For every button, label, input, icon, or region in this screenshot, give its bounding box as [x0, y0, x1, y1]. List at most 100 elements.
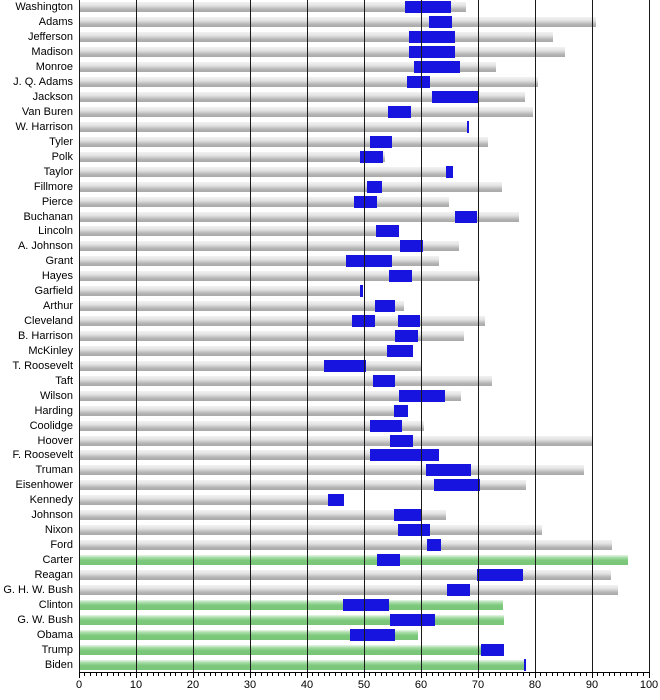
minor-tick [221, 673, 222, 676]
major-tick [591, 673, 593, 678]
axis-tick-label: 100 [639, 679, 659, 691]
minor-tick [488, 673, 490, 676]
minor-tick [323, 673, 325, 676]
president-label: Ford [50, 539, 73, 552]
term-in-office-segment [399, 389, 445, 402]
minor-tick [551, 673, 553, 676]
major-tick [648, 673, 650, 678]
lifespan-bar [79, 301, 405, 312]
president-label: Johnson [31, 509, 73, 522]
minor-tick [95, 673, 97, 676]
president-label: Reagan [34, 568, 73, 581]
term-in-office-segment [395, 330, 419, 342]
minor-tick [580, 673, 582, 676]
gridline [363, 0, 365, 672]
president-label: Pierce [41, 195, 73, 208]
living-age-bar [79, 629, 419, 640]
minor-tick [437, 673, 439, 676]
term-in-office-segment [369, 135, 393, 148]
term-in-office-segment [346, 255, 392, 268]
president-label: Jackson [32, 91, 73, 104]
term-in-office-segment [394, 404, 409, 417]
president-label: Obama [36, 628, 73, 641]
term-in-office-segment [377, 554, 400, 566]
term-in-office-segment [524, 658, 527, 671]
minor-tick [278, 673, 279, 676]
minor-tick [563, 673, 564, 676]
term-in-office-segment [454, 210, 478, 223]
term-in-office-segment [352, 315, 375, 328]
minor-tick [272, 673, 274, 676]
minor-tick [506, 673, 507, 676]
president-label: W. Harrison [15, 120, 73, 133]
president-label: Taft [55, 374, 73, 387]
president-label: Lincoln [38, 225, 73, 238]
gridline [249, 0, 251, 672]
minor-tick [266, 673, 268, 676]
term-in-office-segment [434, 479, 480, 492]
gridline [135, 0, 137, 672]
minor-tick [608, 673, 610, 676]
minor-tick [335, 673, 336, 676]
minor-tick [346, 673, 348, 676]
lifespan-bar [79, 286, 364, 297]
president-label: Arthur [43, 300, 73, 313]
axis-tick-label: 40 [300, 679, 314, 691]
lifespan-bar [79, 196, 449, 207]
minor-tick [226, 673, 228, 676]
minor-tick [454, 673, 456, 676]
minor-tick [164, 673, 165, 676]
term-in-office-segment [354, 195, 378, 208]
term-in-office-segment [432, 91, 478, 104]
axis-tick-label: 70 [471, 679, 485, 691]
lifespan-bar [79, 540, 612, 551]
gridline [192, 0, 194, 672]
gridline [306, 0, 308, 672]
minor-tick [203, 673, 205, 676]
president-label: Buchanan [23, 210, 73, 223]
term-in-office-segment [387, 344, 413, 357]
minor-tick [181, 673, 183, 676]
minor-tick [329, 673, 331, 676]
term-in-office-segment [481, 643, 505, 656]
president-label: Harding [34, 404, 73, 417]
term-in-office-segment [327, 494, 345, 507]
term-in-office-segment [389, 270, 412, 283]
major-tick [135, 673, 137, 678]
lifespan-bar [79, 569, 611, 580]
minor-tick [175, 673, 177, 676]
gridline [534, 0, 536, 672]
term-in-office-segment [397, 315, 421, 328]
lifespan-bar [79, 405, 409, 416]
minor-tick [169, 673, 171, 676]
president-label: T. Roosevelt [12, 359, 73, 372]
president-label: Madison [31, 46, 73, 59]
president-label: Taylor [43, 165, 73, 178]
major-tick [78, 673, 80, 678]
lifespan-bar [79, 2, 467, 13]
term-in-office-segment [445, 165, 453, 178]
living-age-bar [79, 614, 504, 625]
term-in-office-segment [360, 285, 364, 298]
term-in-office-segment [375, 225, 400, 238]
term-in-office-segment [360, 150, 383, 163]
lifespan-bar [79, 77, 539, 88]
major-tick [306, 673, 308, 678]
president-label: G. W. Bush [17, 613, 73, 626]
president-label: Truman [35, 464, 74, 477]
term-in-office-segment [374, 300, 395, 313]
minor-tick [232, 673, 234, 676]
president-label: Eisenhower [15, 479, 73, 492]
minor-tick [118, 673, 120, 676]
term-in-office-segment [389, 613, 436, 626]
minor-tick [238, 673, 240, 676]
president-label: Garfield [34, 285, 73, 298]
term-in-office-segment [466, 120, 469, 133]
lifespan-bar [79, 241, 459, 252]
minor-tick [146, 673, 148, 676]
term-in-office-segment [343, 598, 390, 611]
lifespan-bar [79, 136, 489, 147]
term-in-office-segment [409, 46, 455, 59]
minor-tick [141, 673, 143, 676]
